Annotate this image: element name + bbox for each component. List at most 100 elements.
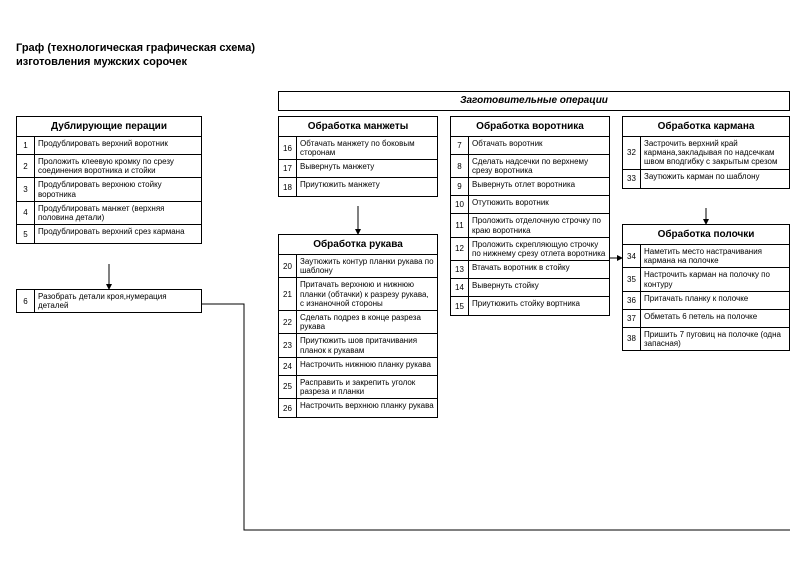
table-row: 38Пришить 7 пуговиц на полочке (одна зап…	[623, 328, 789, 350]
row-number: 26	[279, 399, 297, 417]
row-number: 3	[17, 178, 35, 200]
row-text: Приутюжить манжету	[297, 178, 437, 196]
row-text: Обтачать манжету по боковым сторонам	[297, 137, 437, 159]
row-number: 36	[623, 292, 641, 309]
row-text: Застрочить верхний край кармана,закладыв…	[641, 137, 789, 169]
table-row: 15Приутюжить стойку вортника	[451, 297, 609, 315]
row-text: Разобрать детали кроя,нумерация деталей	[35, 290, 201, 312]
block-header-vorotnik: Обработка воротника	[451, 117, 609, 137]
row-text: Проложить скрепляющую строчку по нижнему…	[469, 238, 609, 260]
row-text: Втачать воротник в стойку	[469, 261, 609, 278]
row-text: Притачать верхнюю и нижнюю планки (обтач…	[297, 278, 437, 310]
row-text: Отутюжить воротник	[469, 196, 609, 213]
table-row: 37Обметать 6 петель на полочке	[623, 310, 789, 328]
row-text: Заутюжить карман по шаблону	[641, 170, 789, 188]
block-header-karman: Обработка кармана	[623, 117, 789, 137]
row-number: 37	[623, 310, 641, 327]
row-number: 1	[17, 137, 35, 154]
row-number: 18	[279, 178, 297, 196]
row-number: 4	[17, 202, 35, 224]
row-number: 14	[451, 279, 469, 296]
row-number: 6	[17, 290, 35, 312]
table-row: 8Сделать надсечки по верхнему срезу воро…	[451, 155, 609, 178]
row-text: Продублировать верхнюю стойку воротника	[35, 178, 201, 200]
row-number: 17	[279, 160, 297, 177]
row-text: Расправить и закрепить уголок разреза и …	[297, 376, 437, 398]
row-number: 34	[623, 245, 641, 267]
row-number: 23	[279, 334, 297, 356]
block-vorotnik: Обработка воротника7Обтачать воротник8Сд…	[450, 116, 610, 316]
row-text: Притачать планку к полочке	[641, 292, 789, 309]
section-header-label: Заготовительные операции	[460, 95, 608, 106]
table-row: 11Проложить отделочную строчку по краю в…	[451, 214, 609, 237]
table-row: 13Втачать воротник в стойку	[451, 261, 609, 279]
block-header-manzheta: Обработка манжеты	[279, 117, 437, 137]
block-header-polochka: Обработка полочки	[623, 225, 789, 245]
table-row: 32Застрочить верхний край кармана,заклад…	[623, 137, 789, 170]
row-text: Сделать подрез в конце разреза рукава	[297, 311, 437, 333]
table-row: 22Сделать подрез в конце разреза рукава	[279, 311, 437, 334]
row-text: Приутюжить стойку вортника	[469, 297, 609, 315]
row-text: Заутюжить контур планки рукава по шаблон…	[297, 255, 437, 277]
row-text: Продублировать верхний срез кармана	[35, 225, 201, 243]
table-row: 35Настрочить карман на полочку по контур…	[623, 268, 789, 291]
table-row: 3Продублировать верхнюю стойку воротника	[17, 178, 201, 201]
table-row: 4Продублировать манжет (верхняя половина…	[17, 202, 201, 225]
block-polochka: Обработка полочки34Наметить место настра…	[622, 224, 790, 351]
row-number: 38	[623, 328, 641, 350]
table-row: 6Разобрать детали кроя,нумерация деталей	[17, 290, 201, 312]
row-text: Вывернуть отлет воротника	[469, 178, 609, 195]
row-text: Вывернуть стойку	[469, 279, 609, 296]
row-number: 2	[17, 155, 35, 177]
table-row: 20Заутюжить контур планки рукава по шабл…	[279, 255, 437, 278]
row-text: Настрочить нижнюю планку рукава	[297, 358, 437, 375]
row-number: 13	[451, 261, 469, 278]
row-number: 10	[451, 196, 469, 213]
row-number: 32	[623, 137, 641, 169]
table-row: 25Расправить и закрепить уголок разреза …	[279, 376, 437, 399]
table-row: 23Приутюжить шов притачивания планок к р…	[279, 334, 437, 357]
row-number: 7	[451, 137, 469, 154]
row-number: 33	[623, 170, 641, 188]
row-number: 16	[279, 137, 297, 159]
block-manzheta: Обработка манжеты16Обтачать манжету по б…	[278, 116, 438, 197]
row-text: Проложить отделочную строчку по краю вор…	[469, 214, 609, 236]
row-number: 22	[279, 311, 297, 333]
row-text: Сделать надсечки по верхнему срезу ворот…	[469, 155, 609, 177]
block-rukav: Обработка рукава20Заутюжить контур планк…	[278, 234, 438, 418]
row-number: 20	[279, 255, 297, 277]
table-row: 5Продублировать верхний срез кармана	[17, 225, 201, 243]
row-number: 35	[623, 268, 641, 290]
table-row: 10Отутюжить воротник	[451, 196, 609, 214]
row-text: Продублировать верхний воротник	[35, 137, 201, 154]
row-text: Настрочить карман на полочку по контуру	[641, 268, 789, 290]
row-text: Обметать 6 петель на полочке	[641, 310, 789, 327]
table-row: 2Проложить клеевую кромку по срезу соеди…	[17, 155, 201, 178]
row-text: Продублировать манжет (верхняя половина …	[35, 202, 201, 224]
row-number: 9	[451, 178, 469, 195]
table-row: 1Продублировать верхний воротник	[17, 137, 201, 155]
row-text: Проложить клеевую кромку по срезу соедин…	[35, 155, 201, 177]
row-text: Наметить место настрачивания кармана на …	[641, 245, 789, 267]
table-row: 26Настрочить верхнюю планку рукава	[279, 399, 437, 417]
row-text: Пришить 7 пуговиц на полочке (одна запас…	[641, 328, 789, 350]
row-number: 24	[279, 358, 297, 375]
table-row: 33Заутюжить карман по шаблону	[623, 170, 789, 188]
page-title-1: Граф (технологическая графическая схема)	[16, 42, 255, 54]
table-row: 17Вывернуть манжету	[279, 160, 437, 178]
block-header-dublir: Дублирующие перации	[17, 117, 201, 137]
section-header-zagotovitelnye: Заготовительные операции	[278, 91, 790, 111]
table-row: 9Вывернуть отлет воротника	[451, 178, 609, 196]
page-title-2: изготовления мужских сорочек	[16, 56, 187, 68]
row-number: 15	[451, 297, 469, 315]
row-text: Обтачать воротник	[469, 137, 609, 154]
table-row: 14Вывернуть стойку	[451, 279, 609, 297]
table-row: 18Приутюжить манжету	[279, 178, 437, 196]
block-karman: Обработка кармана32Застрочить верхний кр…	[622, 116, 790, 189]
block-razobr: 6Разобрать детали кроя,нумерация деталей	[16, 289, 202, 313]
row-number: 25	[279, 376, 297, 398]
table-row: 7Обтачать воротник	[451, 137, 609, 155]
row-number: 11	[451, 214, 469, 236]
block-dublir: Дублирующие перации1Продублировать верхн…	[16, 116, 202, 244]
row-number: 12	[451, 238, 469, 260]
